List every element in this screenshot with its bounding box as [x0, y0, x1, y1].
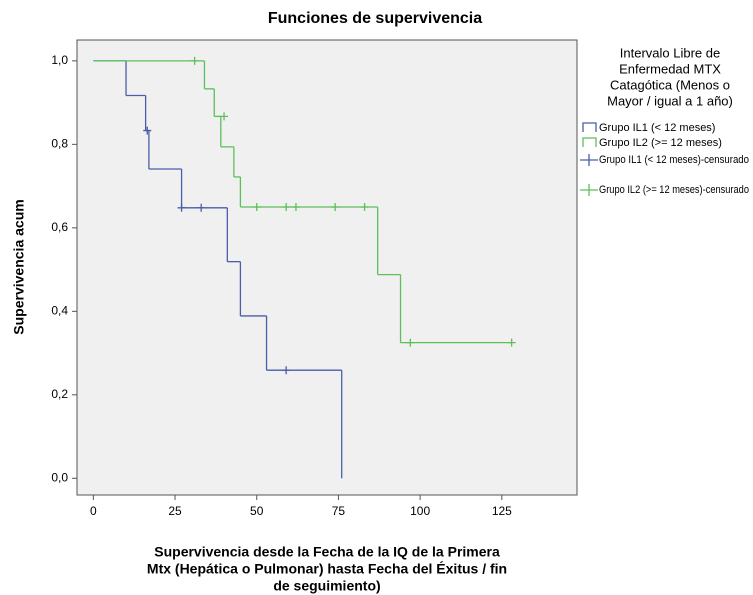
- y-tick-label: 1,0: [51, 53, 68, 67]
- plot-area: [76, 39, 578, 496]
- x-tick-label: 125: [492, 504, 512, 518]
- censor-mark: [282, 366, 291, 375]
- censor-mark: [282, 202, 291, 211]
- legend-label: Grupo IL1 (< 12 meses): [599, 122, 715, 134]
- censor-mark: [197, 203, 206, 212]
- legend-title: Enfermedad MTX: [619, 61, 721, 76]
- legend-swatch: [580, 184, 598, 196]
- censor-mark: [507, 338, 516, 347]
- chart-title: Funciones de supervivencia: [268, 10, 482, 27]
- censor-mark: [190, 56, 199, 65]
- censor-mark: [360, 202, 369, 211]
- legend-title: Catagótica (Menos o: [610, 77, 730, 92]
- x-tick-label: 0: [90, 504, 97, 518]
- legend-label: Grupo IL1 (< 12 meses)-censurado: [599, 154, 749, 166]
- censor-mark: [220, 112, 229, 121]
- y-axis-label: Supervivencia acum: [11, 199, 27, 334]
- x-tick-label: 50: [250, 504, 264, 518]
- censor-mark: [252, 202, 261, 211]
- legend-swatch: [580, 154, 598, 166]
- legend-label: Grupo IL2 (>= 12 meses)-censurado: [599, 184, 749, 196]
- x-tick-label: 100: [410, 504, 430, 518]
- legend-label: Grupo IL2 (>= 12 meses): [599, 137, 722, 149]
- y-tick-label: 0,8: [51, 137, 68, 151]
- y-tick-label: 0,4: [51, 304, 68, 318]
- x-axis-label: Supervivencia desde la Fecha de la IQ de…: [154, 544, 500, 560]
- x-tick-label: 25: [168, 504, 182, 518]
- y-tick-label: 0,6: [51, 220, 68, 234]
- legend-title: Intervalo Libre de: [620, 45, 720, 60]
- censor-mark: [177, 203, 186, 212]
- censor-mark: [331, 202, 340, 211]
- legend-title: Mayor / igual a 1 año): [607, 93, 733, 108]
- x-tick-label: 75: [332, 504, 346, 518]
- y-tick-label: 0,2: [51, 387, 68, 401]
- censor-mark: [291, 202, 300, 211]
- x-axis-label: de seguimiento): [273, 578, 380, 594]
- censor-mark: [143, 126, 152, 135]
- x-axis-label: Mtx (Hepática o Pulmonar) hasta Fecha de…: [147, 561, 507, 577]
- legend-swatch: [582, 137, 597, 147]
- censor-mark: [406, 338, 415, 347]
- y-tick-label: 0,0: [51, 470, 68, 484]
- legend-swatch: [582, 122, 597, 132]
